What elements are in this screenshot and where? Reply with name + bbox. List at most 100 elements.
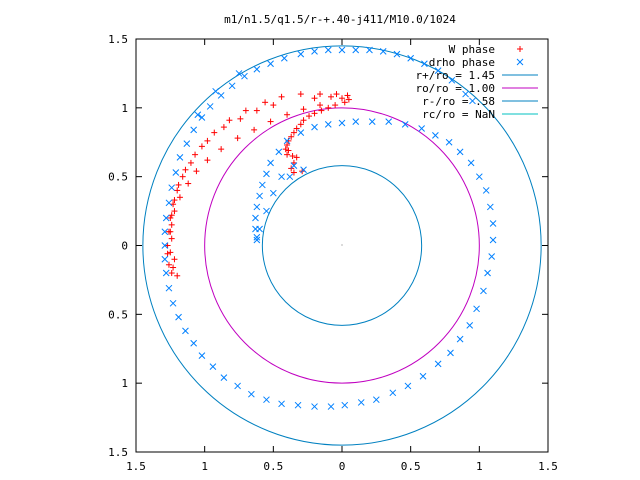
drho-phase-point [419, 372, 427, 380]
w-phase-point [253, 107, 260, 114]
w-phase-point [311, 110, 318, 117]
w-phase-point [306, 113, 313, 120]
drho-phase-point [194, 111, 202, 119]
y-tick-label: 1.5 [108, 33, 128, 46]
legend-sample-drho-b [516, 58, 524, 66]
drho-phase-point [338, 46, 346, 54]
w-phase-point [170, 264, 177, 271]
cross-b [372, 396, 380, 404]
drho-phase-point [297, 50, 305, 58]
cross-b [368, 118, 376, 125]
drho-phase-point [447, 349, 454, 357]
w-phase-point [167, 214, 174, 221]
cross-b [269, 189, 277, 197]
legend-label: W phase [449, 43, 495, 56]
cross-b [235, 70, 243, 77]
legend-label: rc/ro = NaN [422, 108, 495, 121]
drho-phase-point [488, 253, 496, 260]
drho-phase-point [256, 192, 263, 200]
x-tick-label: 0.5 [263, 460, 283, 473]
drho-phase-point [341, 401, 349, 409]
drho-phase-point [324, 46, 332, 54]
cross-b [456, 148, 464, 156]
w-phase-point [237, 115, 244, 122]
cross-b [475, 173, 483, 181]
y-tick-label: 0 [121, 240, 128, 253]
w-phase-point [297, 91, 304, 98]
w-phase-point [174, 272, 181, 279]
x-tick-label: 0 [339, 460, 346, 473]
cross-b [324, 120, 332, 128]
drho-phase-point [258, 181, 266, 189]
drho-phase-point [263, 207, 270, 215]
drho-phase-point [389, 389, 397, 397]
drho-phase-point [176, 154, 184, 161]
w-phase-point [170, 201, 177, 208]
cross-b [165, 284, 173, 292]
w-phase-point [185, 180, 192, 187]
w-phase-point [311, 95, 318, 102]
drho-phase-point [190, 339, 198, 347]
cross-b [234, 382, 241, 390]
w-phase-point [174, 187, 181, 194]
w-phase-point [251, 126, 258, 133]
cross-b [488, 253, 496, 260]
cross-b [469, 97, 476, 105]
drho-phase-point [241, 72, 248, 80]
cross-b [434, 67, 442, 75]
cross-b [432, 132, 439, 139]
drho-phase-point [404, 382, 412, 390]
cross-b [162, 269, 170, 277]
cross-b [286, 173, 294, 181]
w-phase-point [168, 270, 175, 277]
w-phase-point [284, 151, 291, 158]
cross-b [182, 327, 189, 335]
legend-label: ro/ro = 1.00 [416, 82, 495, 95]
drho-phase-point [469, 97, 476, 105]
drho-phase-point [482, 187, 490, 194]
drho-phase-point [286, 173, 294, 181]
w-phase-point [168, 221, 175, 228]
w-phase-point [165, 261, 172, 268]
drho-phase-point [456, 335, 464, 343]
drho-phase-point [248, 390, 255, 398]
w-phase-point [289, 153, 296, 160]
cross-b [161, 242, 169, 249]
cross-b [407, 54, 415, 62]
drho-phase-point [445, 138, 453, 146]
w-phase-point [220, 124, 227, 131]
drho-phase-point [484, 269, 491, 277]
w-phase-point [167, 228, 174, 235]
cross-b [311, 403, 318, 410]
cross-b [169, 299, 177, 307]
w-phase-point [164, 250, 171, 257]
drho-phase-point [278, 400, 285, 408]
cross-b [404, 382, 412, 390]
cross-b [194, 111, 202, 119]
drho-phase-point [212, 87, 220, 95]
drho-phase-point [162, 214, 170, 222]
cross-b [212, 87, 220, 95]
cross-b [258, 181, 266, 189]
cross-b [241, 72, 248, 80]
w-phase-point [182, 166, 189, 173]
drho-phase-point [183, 140, 191, 147]
cross-b [176, 154, 184, 161]
x-tick-label: 1.5 [538, 460, 558, 473]
cross-b [357, 399, 365, 406]
w-phase-point [339, 95, 345, 102]
w-phase-point [164, 242, 171, 249]
drho-phase-point [357, 399, 365, 406]
cross-b [248, 390, 255, 398]
drho-phase-point [467, 159, 475, 167]
cross-b [297, 50, 305, 58]
w-phase-point [267, 118, 274, 125]
cross-b [161, 228, 169, 236]
cross-b [267, 60, 274, 68]
drho-phase-point [448, 76, 456, 84]
cross-b [421, 60, 428, 68]
drho-phase-point [489, 236, 497, 244]
cross-b [278, 173, 285, 181]
cross-b [206, 103, 214, 110]
